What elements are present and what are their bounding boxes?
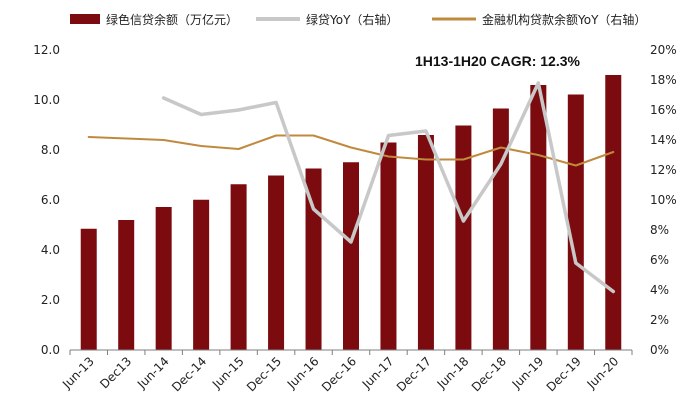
bar-green-loan-balance [492,108,509,350]
bar-green-loan-balance [230,184,247,350]
legend-swatch-green-loan-balance [70,14,100,24]
y-right-tick-label: 14% [650,133,677,147]
bar-green-loan-balance [155,207,172,350]
y-left-tick-label: 12.0 [33,43,60,57]
x-tick-label: Jun-17 [359,354,397,392]
y-right-tick-label: 4% [650,283,669,297]
bar-green-loan-balance [417,135,434,350]
y-right-tick-label: 10% [650,193,677,207]
y-left-tick-label: 8.0 [41,143,60,157]
x-tick-label: Jun-16 [284,354,322,392]
y-right-tick-label: 12% [650,163,677,177]
x-tick-label: Jun-18 [434,354,472,392]
y-right-tick-label: 6% [650,253,669,267]
bar-green-loan-balance [80,228,97,350]
y-right-tick-label: 8% [650,223,669,237]
bar-green-loan-balance [268,175,285,350]
legend: 绿色信贷余额（万亿元） 绿贷YoY（右轴） 金融机构贷款余额YoY（右轴） [70,12,646,27]
bar-green-loan-balance [530,85,547,350]
x-tick-label: Dec-19 [544,354,584,394]
bar-green-loan-balance [605,75,622,350]
x-tick-label: Jun-14 [134,354,172,392]
y-right-tick-label: 16% [650,103,677,117]
y-right-tick-label: 20% [650,43,677,57]
y-left-tick-label: 6.0 [41,193,60,207]
x-tick-label: Dec13 [97,354,134,391]
y-left-tick-label: 2.0 [41,293,60,307]
y-left-tick-label: 0.0 [41,343,60,357]
x-tick-label: Dec-14 [169,354,209,394]
y-left-tick-label: 4.0 [41,243,60,257]
x-tick-label: Dec-15 [244,354,284,394]
y-right-tick-label: 0% [650,343,669,357]
bar-green-loan-balance [380,142,397,350]
x-tick-label: Dec-16 [319,354,359,394]
plot-area: 0.0 2.0 4.0 6.0 8.0 10.0 12.0 0% 2% 4% 6% 8% 10% 12% 1… [33,43,676,394]
bar-green-loan-balance [118,220,135,350]
legend-label-green-loan-yoy: 绿贷YoY（右轴） [306,12,398,27]
line-fin-loan-yoy [87,134,615,167]
x-tick-label: Jun-20 [584,354,622,392]
bar-green-loan-balance [455,125,472,350]
x-tick-label: Jun-19 [509,354,547,392]
y-left-tick-label: 10.0 [33,93,60,107]
line-green-loan-yoy [161,81,616,294]
y-right-tick-label: 2% [650,313,669,327]
cagr-annotation: 1H13-1H20 CAGR: 12.3% [415,53,581,69]
x-tick-label: Dec-18 [469,354,509,394]
legend-label-green-loan-balance: 绿色信贷余额（万亿元） [106,12,238,27]
legend-label-fin-loan-yoy: 金融机构贷款余额YoY（右轴） [482,12,646,27]
x-tick-label: Jun-15 [209,354,247,392]
x-tick-label: Jun-13 [59,354,97,392]
x-tick-label: Dec-17 [394,354,434,394]
bar-green-loan-balance [343,162,359,350]
bar-green-loan-balance [193,199,210,350]
bar-green-loan-balance [567,94,584,350]
y-right-tick-label: 18% [650,73,677,87]
